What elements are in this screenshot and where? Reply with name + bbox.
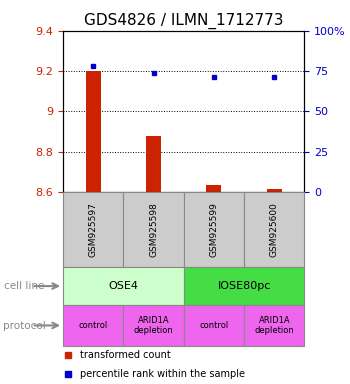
Text: GSM925597: GSM925597 <box>89 202 98 257</box>
Bar <box>123 192 184 267</box>
Bar <box>184 267 304 305</box>
Text: protocol: protocol <box>4 321 46 331</box>
Bar <box>123 305 184 346</box>
Text: ARID1A
depletion: ARID1A depletion <box>254 316 294 335</box>
Bar <box>63 305 123 346</box>
Text: cell line: cell line <box>4 281 44 291</box>
Text: percentile rank within the sample: percentile rank within the sample <box>80 369 245 379</box>
Bar <box>184 305 244 346</box>
Text: ARID1A
depletion: ARID1A depletion <box>134 316 174 335</box>
Bar <box>206 185 222 192</box>
Text: control: control <box>199 321 229 330</box>
Text: IOSE80pc: IOSE80pc <box>217 281 271 291</box>
Text: GSM925598: GSM925598 <box>149 202 158 257</box>
Bar <box>63 267 184 305</box>
Text: control: control <box>78 321 108 330</box>
Text: transformed count: transformed count <box>80 350 171 360</box>
Bar <box>184 192 244 267</box>
Bar <box>146 136 161 192</box>
Bar <box>86 71 101 192</box>
Bar <box>244 192 304 267</box>
Text: GSM925599: GSM925599 <box>209 202 218 257</box>
Text: OSE4: OSE4 <box>108 281 138 291</box>
Text: GSM925600: GSM925600 <box>270 202 279 257</box>
Bar <box>244 305 304 346</box>
Title: GDS4826 / ILMN_1712773: GDS4826 / ILMN_1712773 <box>84 13 284 29</box>
Bar <box>63 192 123 267</box>
Bar <box>267 189 282 192</box>
